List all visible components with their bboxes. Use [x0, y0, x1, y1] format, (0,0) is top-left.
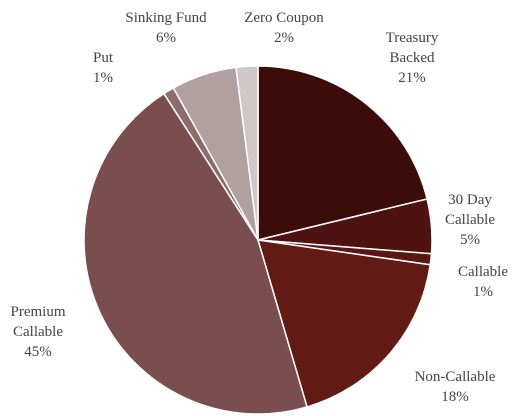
pie-slice: [257, 65, 429, 241]
value-label: 6%: [156, 30, 176, 46]
category-label: Treasury Backed: [385, 30, 439, 66]
pie-slice: [256, 239, 432, 408]
value-label: 21%: [398, 70, 426, 86]
pie-slice: [235, 65, 259, 241]
value-label: 18%: [441, 389, 469, 405]
slice-label: Callable 1%: [448, 262, 517, 302]
slice-label: Zero Coupon 2%: [224, 8, 344, 48]
pie-slice: [83, 92, 308, 415]
category-label: Put: [92, 50, 113, 66]
slice-label: Premium Callable 45%: [1, 302, 76, 362]
category-label: Zero Coupon: [244, 10, 324, 26]
category-label: Callable: [458, 264, 508, 280]
value-label: 2%: [274, 30, 294, 46]
category-label: 30 Day Callable: [445, 192, 495, 228]
category-label: Premium Callable: [10, 304, 66, 340]
slice-label: Put 1%: [73, 48, 133, 88]
slice-label: Sinking Fund 6%: [106, 8, 226, 48]
value-label: 45%: [24, 344, 52, 360]
slice-label: 30 Day Callable 5%: [435, 190, 505, 250]
value-label: 1%: [473, 284, 493, 300]
value-label: 5%: [460, 232, 480, 248]
category-label: Non-Callable: [414, 369, 496, 385]
value-label: 1%: [93, 70, 113, 86]
slice-label: Non-Callable 18%: [395, 367, 515, 407]
slice-label: Treasury Backed 21%: [372, 28, 452, 88]
category-label: Sinking Fund: [125, 10, 207, 26]
